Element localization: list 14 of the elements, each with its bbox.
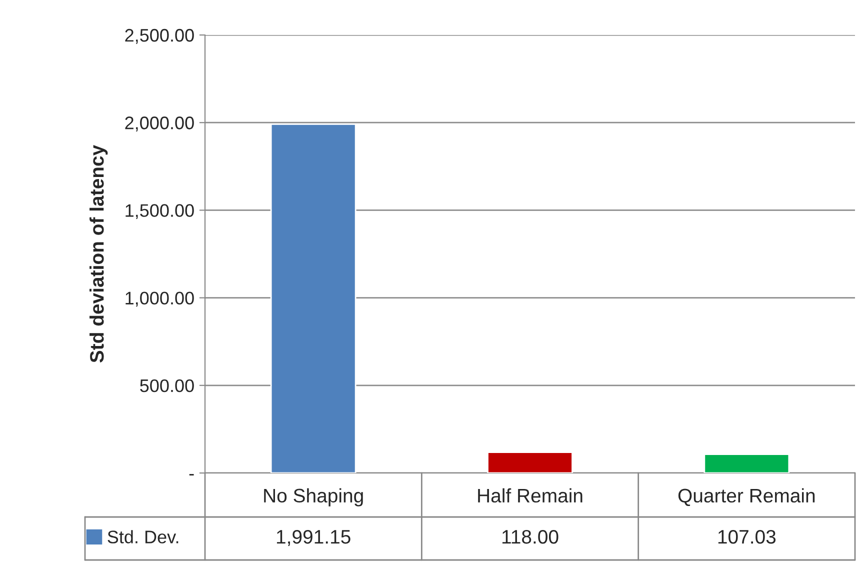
y-tick-label: 1,000.00 <box>126 292 194 307</box>
y-tick-label: 2,500.00 <box>125 28 194 44</box>
x-tick-label: Half Remain <box>478 488 582 503</box>
data-label: 1,991.15 <box>276 530 350 546</box>
legend-label: Std. Dev. <box>108 530 178 544</box>
data-label: 107.03 <box>718 530 776 544</box>
x-tick-label: Quarter Remain <box>678 488 815 506</box>
y-tick-label: 500.00 <box>140 379 194 392</box>
y-tick-label: 1,500.00 <box>126 204 194 220</box>
y-tick-label: 2,000.00 <box>125 116 194 132</box>
y-tick-label: - <box>189 474 194 476</box>
data-label: 118.00 <box>502 530 558 544</box>
x-tick-label: No Shaping <box>264 488 363 506</box>
y-axis-title: Std deviation of latency <box>90 144 108 363</box>
